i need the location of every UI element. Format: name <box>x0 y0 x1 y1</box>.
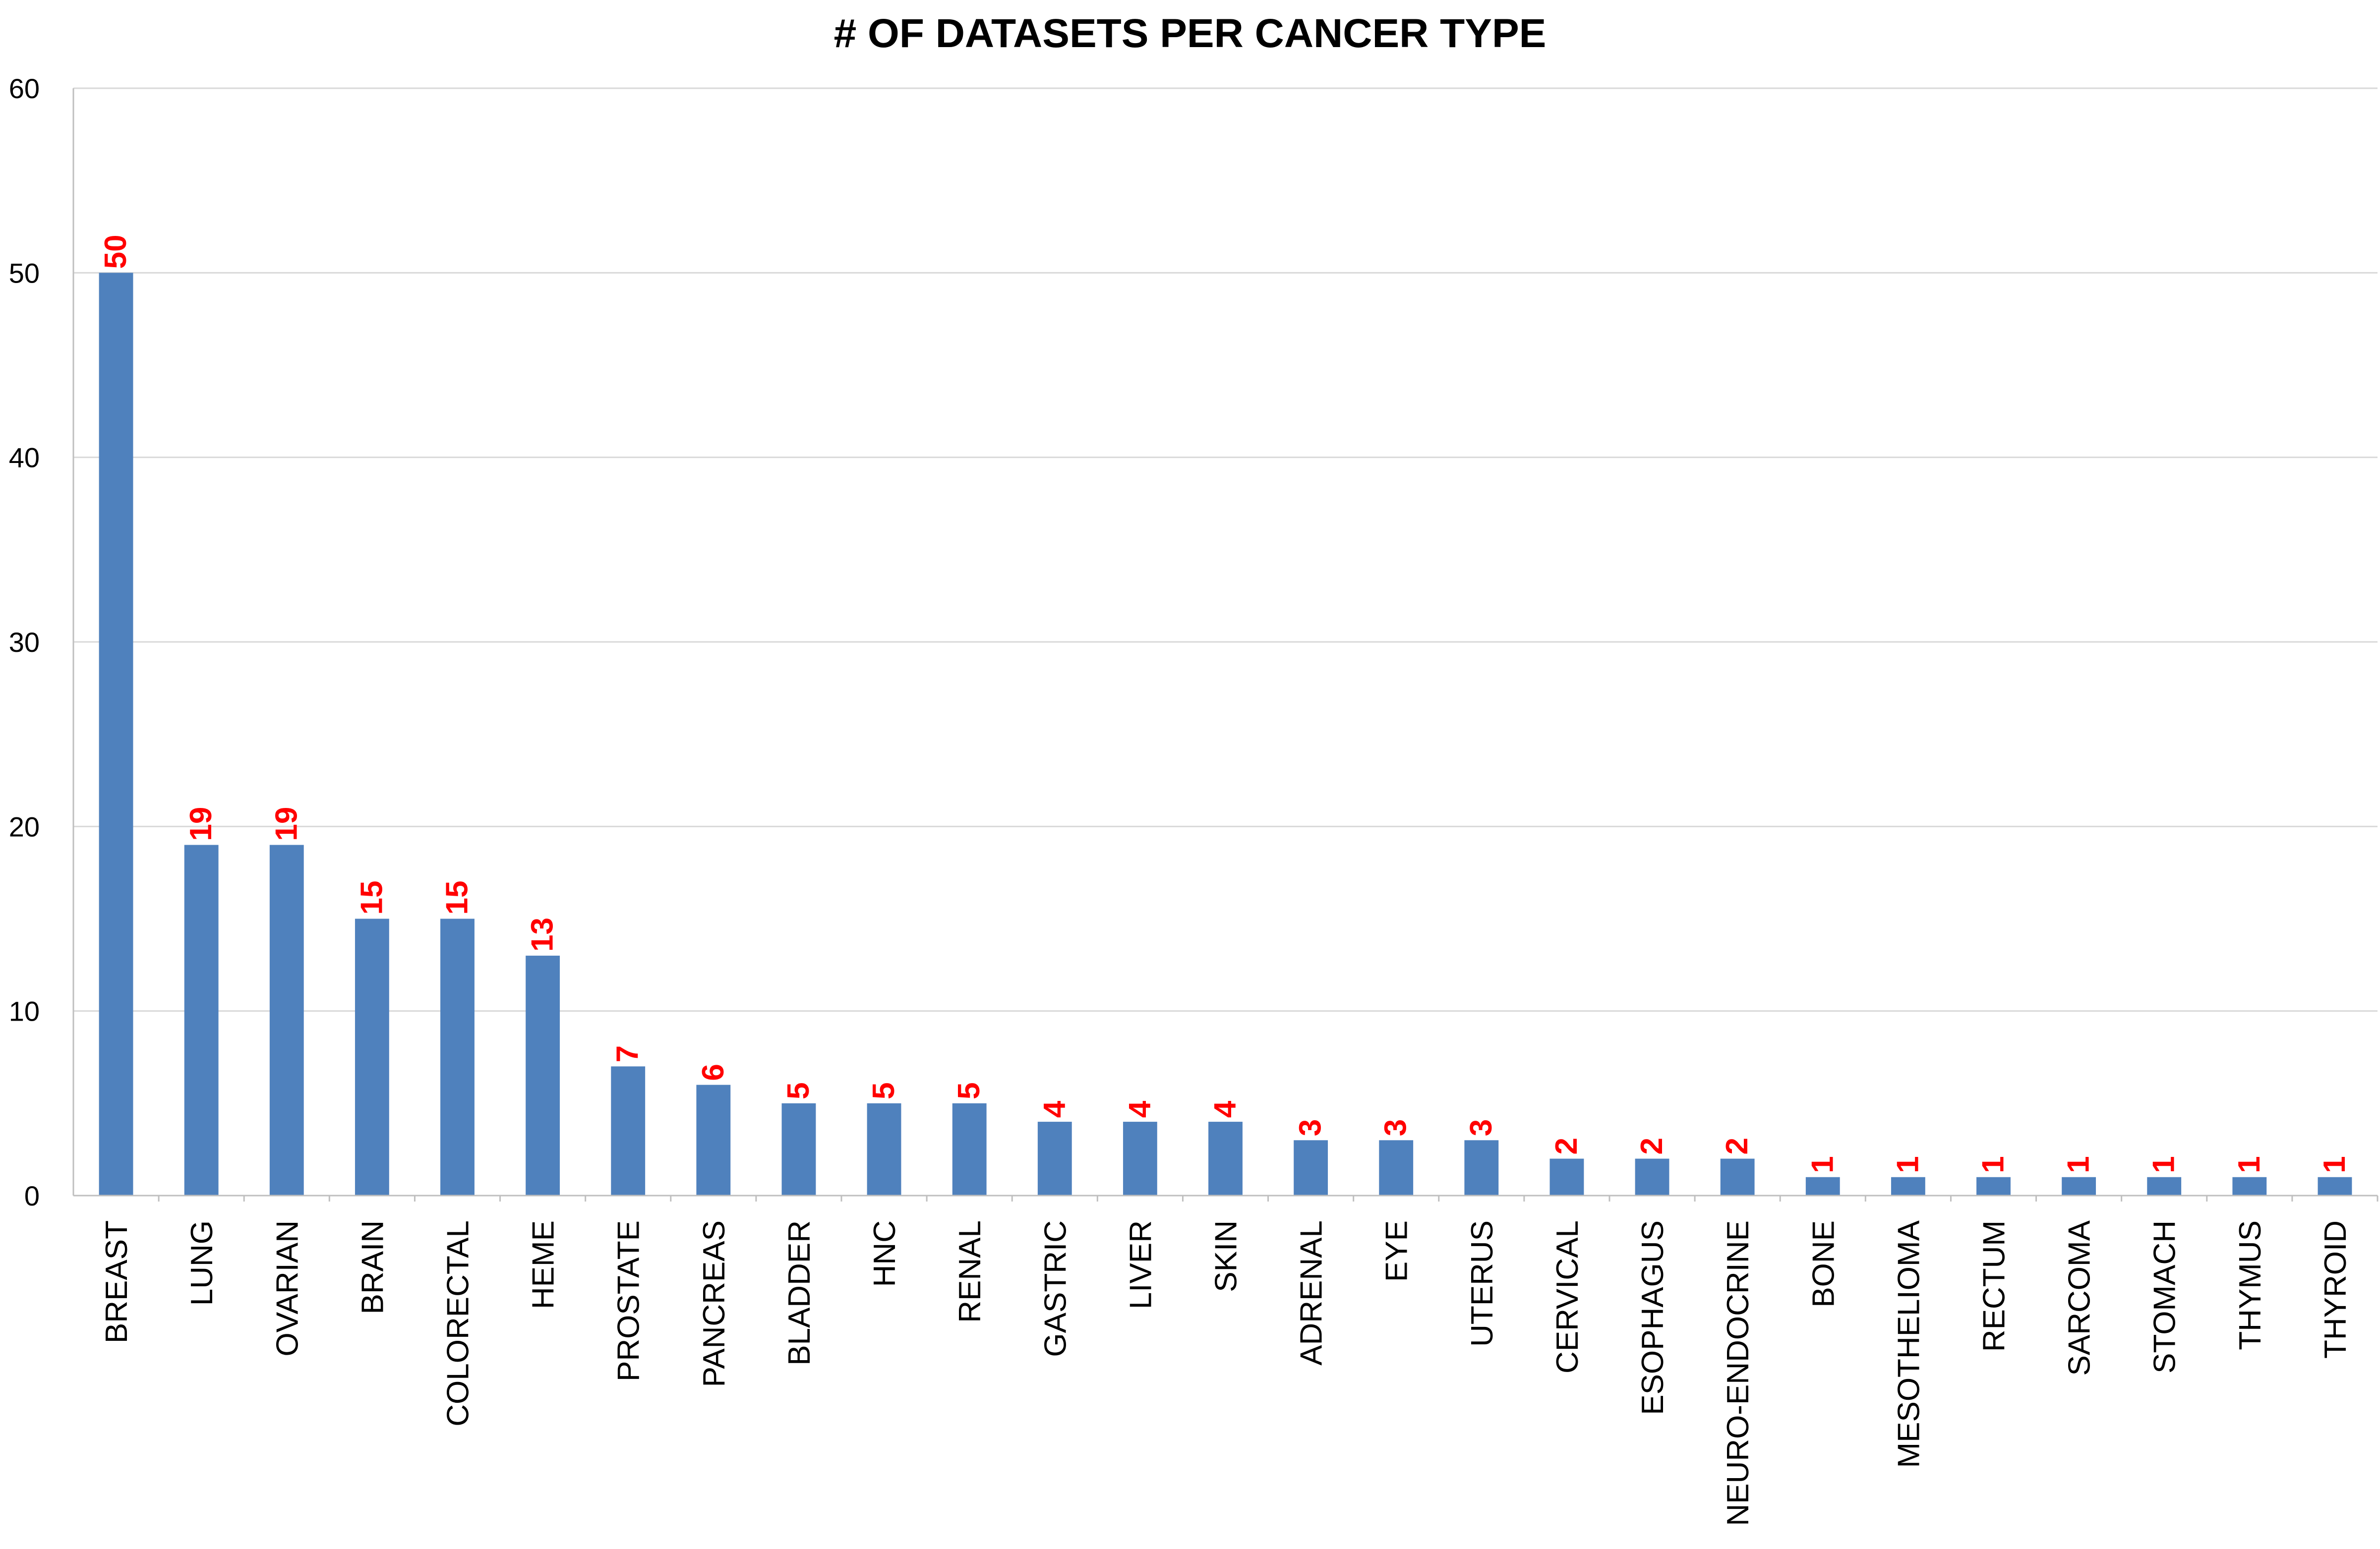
data-label: 2 <box>1549 1138 1584 1154</box>
bar <box>99 273 133 1196</box>
data-label: 7 <box>611 1045 645 1062</box>
bar <box>1720 1158 1755 1196</box>
data-label: 5 <box>952 1082 986 1099</box>
y-tick-label: 60 <box>9 73 40 104</box>
x-tick-label: THYROID <box>2319 1220 2353 1359</box>
bar <box>1805 1177 1840 1196</box>
x-tick-label: MESOTHELIOMA <box>1892 1220 1926 1468</box>
data-labels: 50 19 19 15 15 13 7 6 5 5 5 4 4 4 3 3 3 2 2 2 1 1 1 1 1 1 1 <box>99 234 2352 1173</box>
data-label: 1 <box>2062 1156 2096 1173</box>
bars <box>99 273 2352 1196</box>
data-label: 1 <box>1891 1156 1925 1173</box>
bar <box>440 918 475 1196</box>
y-tick-label: 40 <box>9 442 40 473</box>
bar <box>1208 1122 1243 1196</box>
y-tick-label: 10 <box>9 996 40 1027</box>
y-tick-label: 30 <box>9 627 40 658</box>
bar <box>2062 1177 2096 1196</box>
x-tick-label: BLADDER <box>782 1220 817 1366</box>
bar <box>1635 1158 1669 1196</box>
bar <box>184 845 219 1196</box>
x-tick-label: BREAST <box>100 1220 134 1343</box>
bar <box>696 1085 731 1196</box>
data-label: 13 <box>526 918 560 952</box>
data-label: 2 <box>1720 1138 1754 1154</box>
bar <box>1294 1140 1328 1196</box>
x-tick-label: BONE <box>1806 1220 1841 1308</box>
data-label: 1 <box>1976 1156 2011 1173</box>
bar <box>1379 1140 1414 1196</box>
x-tick-label: HNC <box>868 1220 902 1287</box>
x-tick-label: ADRENAL <box>1295 1220 1329 1366</box>
bar <box>1464 1140 1499 1196</box>
x-tick-label: OVARIAN <box>270 1220 304 1356</box>
x-tick-label: RECTUM <box>1977 1220 2012 1352</box>
x-tick-label: SKIN <box>1209 1220 1244 1292</box>
data-label: 4 <box>1037 1100 1071 1118</box>
y-tick-label: 0 <box>24 1180 40 1211</box>
bar <box>952 1103 987 1196</box>
x-tick-label: HEME <box>527 1220 561 1309</box>
x-tick-label: NEURO-ENDOCRINE <box>1721 1220 1755 1526</box>
x-tick-label: GASTRIC <box>1038 1220 1072 1357</box>
bar <box>2318 1177 2352 1196</box>
bar <box>1037 1122 1072 1196</box>
data-label: 1 <box>2318 1156 2352 1173</box>
data-label: 6 <box>696 1064 730 1081</box>
bar <box>526 955 560 1196</box>
x-tick-label: CERVICAL <box>1550 1220 1585 1374</box>
x-tick-label: ESOPHAGUS <box>1636 1220 1670 1415</box>
data-label: 15 <box>355 881 389 915</box>
data-label: 1 <box>2147 1156 2181 1173</box>
bar <box>611 1066 646 1196</box>
data-label: 3 <box>1294 1119 1328 1136</box>
data-label: 2 <box>1635 1138 1669 1154</box>
data-label: 19 <box>184 807 218 841</box>
x-tick-label: RENAL <box>953 1220 987 1323</box>
x-tick-label: PANCREAS <box>697 1220 731 1387</box>
bar <box>867 1103 901 1196</box>
data-label: 5 <box>867 1082 901 1099</box>
bar <box>269 845 304 1196</box>
data-label: 1 <box>2232 1156 2266 1173</box>
data-label: 4 <box>1123 1100 1157 1118</box>
x-tick-label: BRAIN <box>356 1220 390 1314</box>
x-tick-label: EYE <box>1380 1220 1414 1282</box>
y-tick-label: 20 <box>9 811 40 842</box>
x-tick-label: COLORECTAL <box>441 1220 476 1427</box>
bar <box>781 1103 816 1196</box>
x-tick-label: SARCOMA <box>2063 1220 2097 1376</box>
y-axis: 0 10 20 30 40 50 60 <box>9 73 74 1211</box>
bar <box>1891 1177 1925 1196</box>
data-label: 1 <box>1805 1156 1840 1173</box>
x-axis: BREAST LUNG OVARIAN BRAIN COLORECTAL HEME PROS… <box>73 1195 2379 1526</box>
x-tick-label: PROSTATE <box>612 1220 646 1381</box>
bar <box>355 918 389 1196</box>
data-label: 50 <box>99 234 133 269</box>
y-tick-label: 50 <box>9 257 40 288</box>
x-tick-label: STOMACH <box>2148 1220 2182 1374</box>
data-label: 19 <box>269 807 303 841</box>
bar <box>1549 1158 1584 1196</box>
data-label: 4 <box>1208 1100 1243 1118</box>
data-label: 3 <box>1464 1119 1498 1136</box>
x-tick-label: LIVER <box>1124 1220 1158 1309</box>
x-tick-label: THYMUS <box>2233 1220 2267 1350</box>
x-tick-label: UTERUS <box>1465 1220 1499 1347</box>
data-label: 15 <box>440 881 475 915</box>
bar <box>2232 1177 2267 1196</box>
chart-title: # OF DATASETS PER CANCER TYPE <box>834 11 1547 56</box>
bar <box>1123 1122 1157 1196</box>
data-label: 5 <box>781 1082 816 1099</box>
bar <box>2147 1177 2182 1196</box>
x-tick-label: LUNG <box>185 1220 219 1306</box>
bar <box>1976 1177 2011 1196</box>
gridlines <box>73 87 2378 1012</box>
data-label: 3 <box>1379 1119 1413 1136</box>
